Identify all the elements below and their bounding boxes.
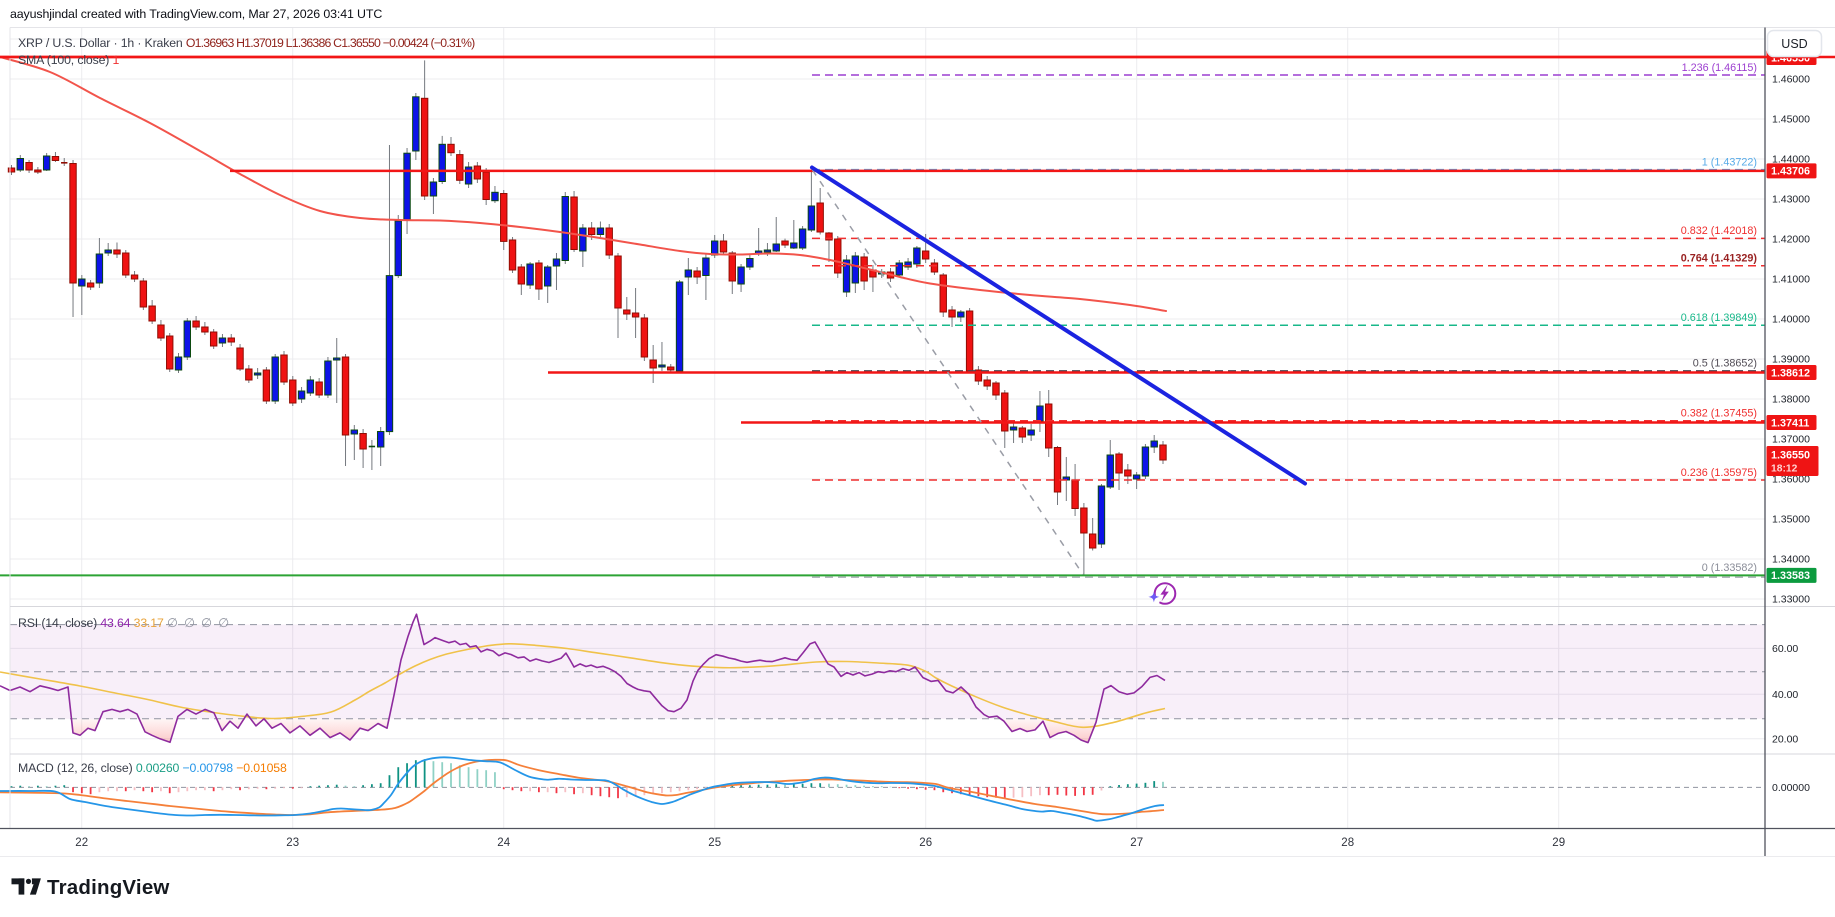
svg-text:0 (1.33582): 0 (1.33582) [1702, 562, 1757, 574]
svg-text:MACD (12, 26, close) 0.00260: MACD (12, 26, close) 0.00260 −0.00798 −0… [18, 761, 287, 775]
svg-text:0.00000: 0.00000 [1772, 782, 1810, 794]
svg-text:1.40000: 1.40000 [1772, 314, 1810, 326]
svg-text:60.00: 60.00 [1772, 643, 1798, 655]
svg-text:1.34000: 1.34000 [1772, 554, 1810, 566]
svg-text:1.43000: 1.43000 [1772, 194, 1810, 206]
svg-text:40.00: 40.00 [1772, 689, 1798, 701]
svg-text:aayushjindal created with Trad: aayushjindal created with TradingView.co… [10, 7, 382, 21]
svg-text:1.38000: 1.38000 [1772, 394, 1810, 406]
svg-text:1.33583: 1.33583 [1771, 570, 1810, 582]
svg-text:TradingView: TradingView [47, 876, 170, 899]
svg-text:0.382 (1.37455): 0.382 (1.37455) [1681, 408, 1757, 420]
svg-text:18:12: 18:12 [1771, 464, 1798, 475]
svg-text:28: 28 [1341, 837, 1354, 849]
svg-text:27: 27 [1130, 837, 1143, 849]
svg-text:1.43706: 1.43706 [1771, 166, 1810, 178]
svg-text:0.618 (1.39849): 0.618 (1.39849) [1681, 312, 1757, 324]
svg-text:1.33000: 1.33000 [1772, 594, 1810, 606]
svg-text:1.42000: 1.42000 [1772, 234, 1810, 246]
svg-text:1.46000: 1.46000 [1772, 74, 1810, 86]
svg-text:1.45000: 1.45000 [1772, 114, 1810, 126]
svg-text:1.44000: 1.44000 [1772, 154, 1810, 166]
svg-text:20.00: 20.00 [1772, 734, 1798, 746]
svg-text:1.37000: 1.37000 [1772, 434, 1810, 446]
svg-text:1.38612: 1.38612 [1771, 367, 1810, 379]
svg-text:RSI (14, close) 43.64 33.17 ∅: RSI (14, close) 43.64 33.17 ∅ ∅ ∅ ∅ [18, 616, 229, 630]
svg-text:1.37411: 1.37411 [1771, 417, 1809, 429]
svg-text:0.832 (1.42018): 0.832 (1.42018) [1681, 225, 1757, 237]
svg-text:24: 24 [497, 837, 510, 849]
svg-text:1.35000: 1.35000 [1772, 514, 1810, 526]
svg-text:1 (1.43722): 1 (1.43722) [1702, 156, 1757, 168]
svg-text:0.236 (1.35975): 0.236 (1.35975) [1681, 467, 1757, 479]
svg-text:1.41000: 1.41000 [1772, 274, 1810, 286]
svg-text:USD: USD [1781, 37, 1807, 51]
svg-text:23: 23 [286, 837, 299, 849]
svg-text:1.39000: 1.39000 [1772, 354, 1810, 366]
svg-text:XRP / U.S. Dollar · 1h · Krake: XRP / U.S. Dollar · 1h · Kraken O1.36963… [18, 36, 475, 50]
svg-text:29: 29 [1552, 837, 1565, 849]
svg-text:0.764 (1.41329): 0.764 (1.41329) [1681, 253, 1758, 265]
svg-text:25: 25 [708, 837, 721, 849]
svg-text:1.36000: 1.36000 [1772, 474, 1810, 486]
svg-text:0.5 (1.38652): 0.5 (1.38652) [1693, 358, 1757, 370]
svg-text:1.236 (1.46115): 1.236 (1.46115) [1682, 62, 1757, 74]
svg-text:26: 26 [919, 837, 932, 849]
svg-text:SMA (100, close) 1: SMA (100, close) 1 [18, 53, 120, 67]
svg-text:1.36550: 1.36550 [1771, 450, 1810, 462]
svg-text:22: 22 [75, 837, 88, 849]
